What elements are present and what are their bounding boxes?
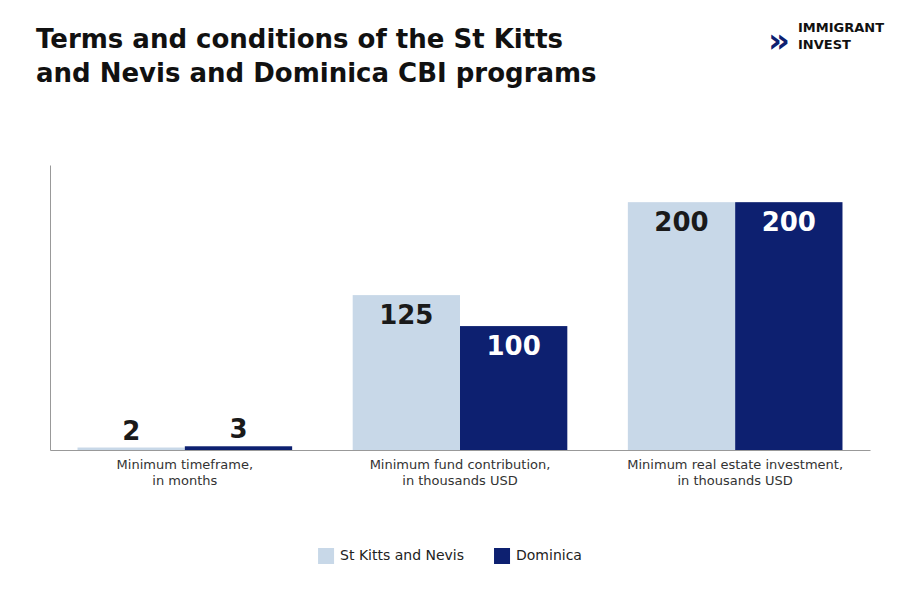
x-tick-label: Minimum real estate investment,in thousa… xyxy=(627,457,843,488)
bar xyxy=(460,326,567,450)
annotation: INVEST xyxy=(798,37,851,52)
legend-item: Dominica xyxy=(494,547,582,564)
x-tick: Minimum fund contribution,in thousands U… xyxy=(370,450,551,488)
data-labels: 2 125 200 3 100 200 xyxy=(122,207,816,445)
y-axis xyxy=(50,166,51,451)
legend-swatch xyxy=(318,548,334,564)
bars xyxy=(78,202,843,450)
bar xyxy=(353,295,460,450)
data-label: 200 xyxy=(762,207,816,237)
bar xyxy=(78,448,185,450)
annotation: » xyxy=(768,20,790,60)
data-label: 2 xyxy=(122,416,140,446)
legend-swatch xyxy=(494,548,510,564)
x-axis-line xyxy=(51,450,871,451)
bar xyxy=(185,446,292,450)
annotation: IMMIGRANT xyxy=(798,20,884,35)
bar xyxy=(628,202,735,450)
legend-label: St Kitts and Nevis xyxy=(340,547,464,563)
bar xyxy=(735,202,842,450)
data-label: 100 xyxy=(487,331,541,361)
x-axis: Minimum timeframe,in months Minimum fund … xyxy=(51,450,871,488)
x-tick-label: Minimum fund contribution,in thousands U… xyxy=(370,457,551,488)
chart: Terms and conditions of the St Kittsand … xyxy=(0,0,900,600)
x-tick-label: Minimum timeframe,in months xyxy=(117,457,253,488)
x-tick: Minimum real estate investment,in thousa… xyxy=(627,450,843,488)
x-tick: Minimum timeframe,in months xyxy=(117,450,253,488)
title: Terms and conditions of the St Kittsand … xyxy=(36,24,597,88)
data-label: 3 xyxy=(229,414,247,444)
data-label: 125 xyxy=(379,300,433,330)
legend: St Kitts and Nevis Dominica xyxy=(318,547,582,564)
legend-label: Dominica xyxy=(516,547,582,563)
legend-item: St Kitts and Nevis xyxy=(318,547,464,564)
data-label: 200 xyxy=(654,207,708,237)
plot: 2 125 200 3 100 200 Minimum timeframe,in month… xyxy=(51,166,871,488)
y-axis-line xyxy=(50,166,51,451)
